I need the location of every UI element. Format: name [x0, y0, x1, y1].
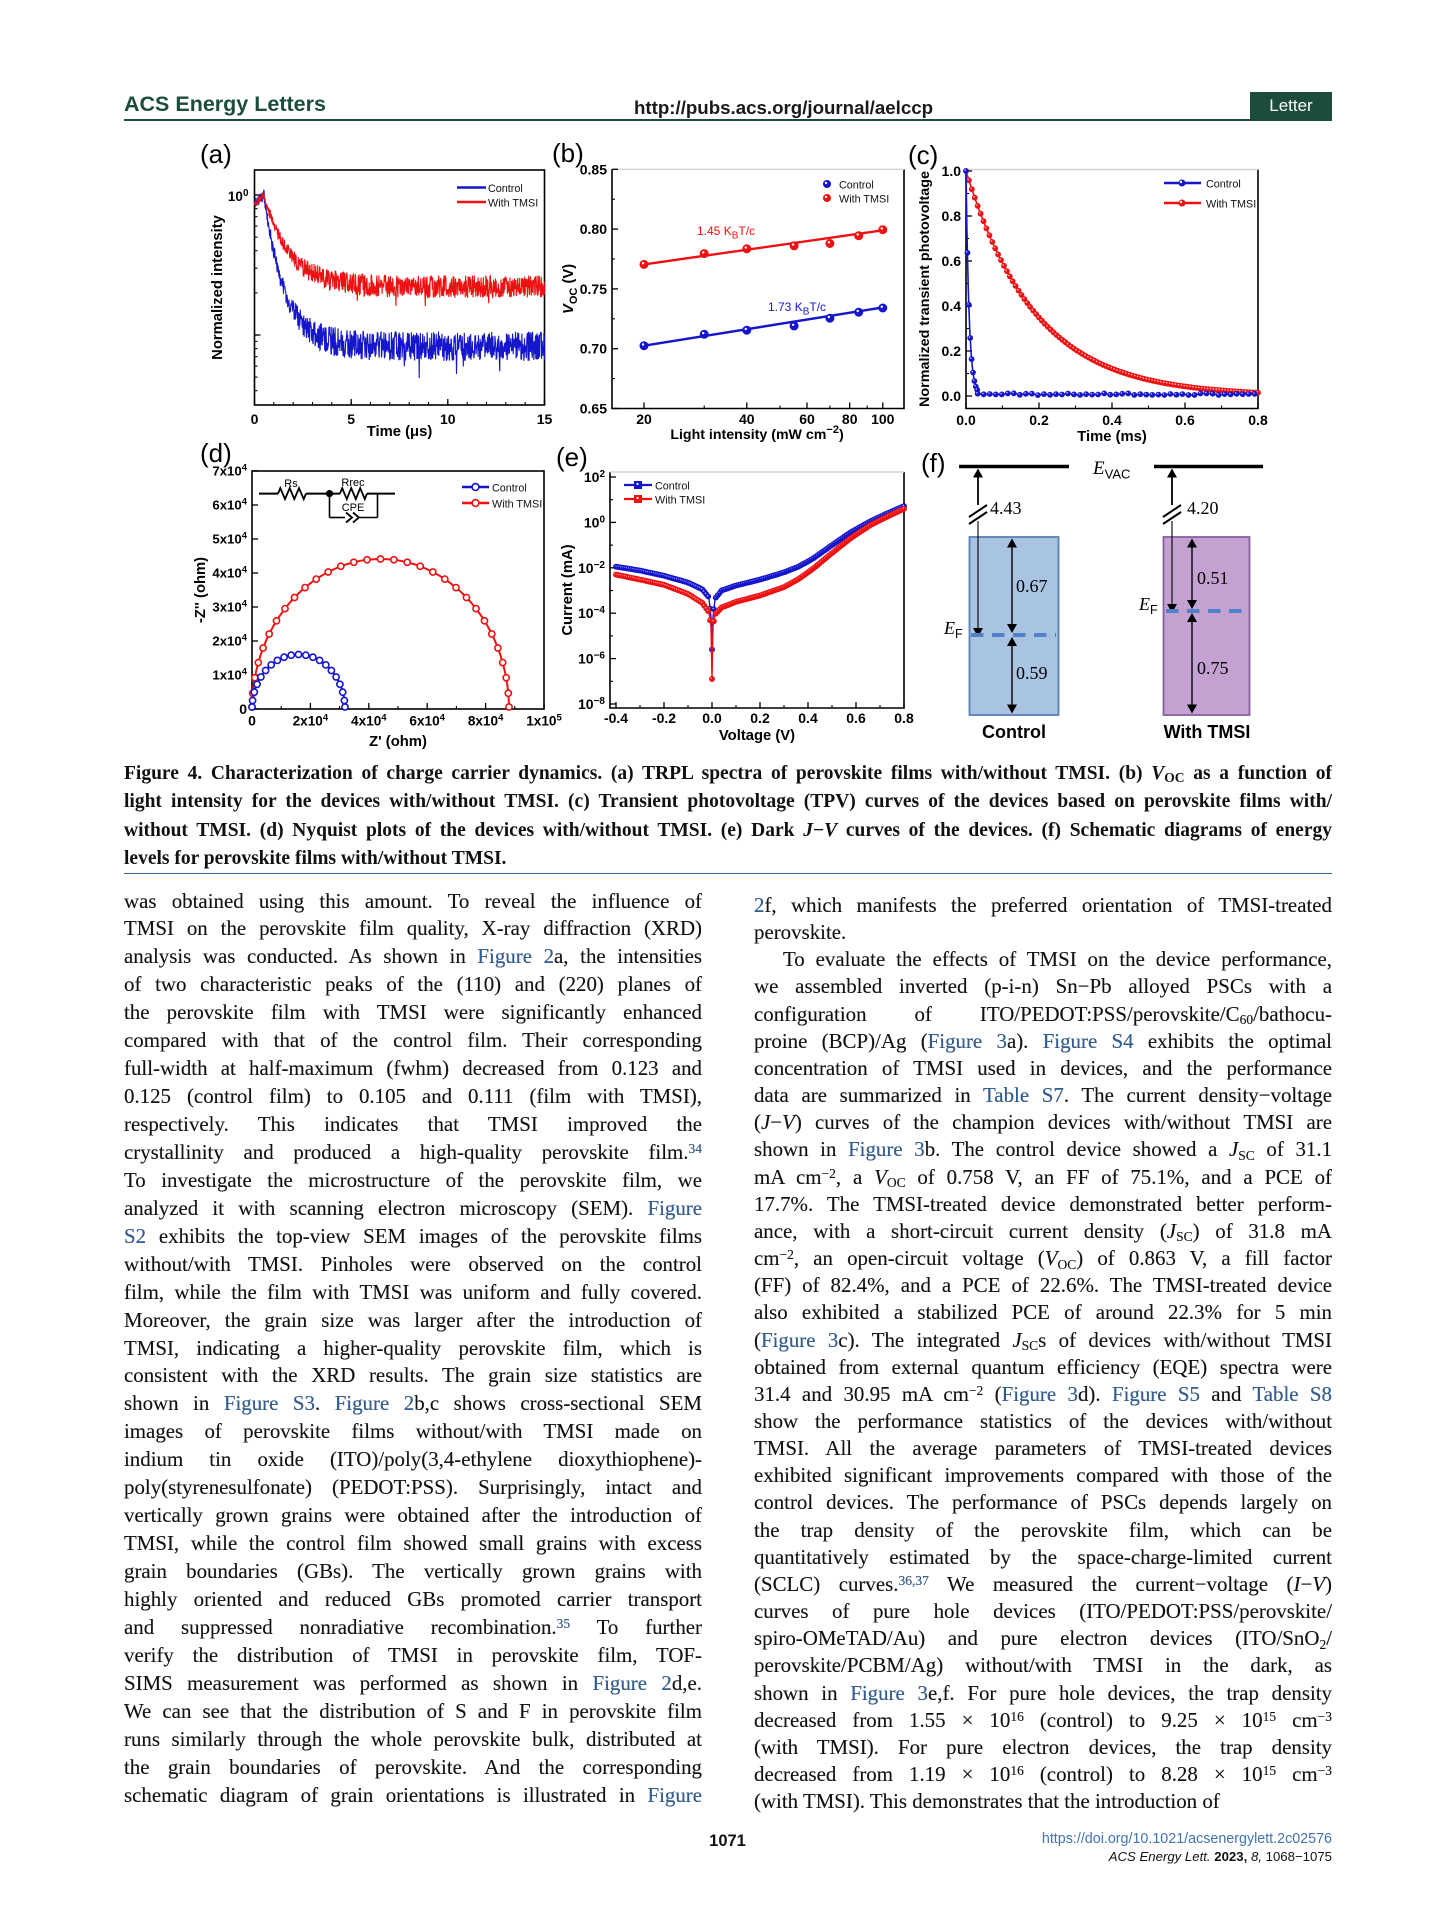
svg-text:0.2: 0.2: [942, 343, 962, 359]
svg-text:0.80: 0.80: [580, 221, 607, 237]
svg-text:8x104: 8x104: [468, 713, 504, 729]
svg-text:0.59: 0.59: [1016, 663, 1048, 683]
svg-text:40: 40: [739, 411, 755, 427]
svg-text:102: 102: [584, 469, 606, 485]
svg-text:5x104: 5x104: [212, 531, 247, 547]
svg-text:With TMSI: With TMSI: [1164, 722, 1251, 742]
svg-text:With TMSI: With TMSI: [655, 495, 705, 507]
svg-text:Z' (ohm): Z' (ohm): [369, 734, 427, 750]
svg-text:1x105: 1x105: [526, 713, 562, 729]
svg-text:0.2: 0.2: [1029, 412, 1049, 428]
svg-text:With TMSI: With TMSI: [839, 194, 889, 206]
svg-text:(b): (b): [552, 138, 584, 168]
svg-text:6x104: 6x104: [212, 497, 247, 513]
svg-text:60: 60: [799, 411, 815, 427]
svg-text:2x104: 2x104: [293, 713, 329, 729]
svg-text:Control: Control: [492, 483, 527, 495]
svg-text:5: 5: [347, 411, 355, 427]
svg-text:0.65: 0.65: [580, 401, 607, 417]
svg-text:7x104: 7x104: [212, 463, 247, 479]
svg-text:0.4: 0.4: [798, 710, 818, 726]
svg-text:With TMSI: With TMSI: [488, 198, 538, 210]
svg-text:20: 20: [636, 411, 652, 427]
svg-text:0.8: 0.8: [942, 208, 962, 224]
svg-text:0: 0: [251, 411, 259, 427]
svg-text:Control: Control: [1206, 179, 1241, 191]
svg-text:1x104: 1x104: [212, 667, 247, 683]
svg-text:1.45 KBT/c: 1.45 KBT/c: [697, 224, 755, 242]
svg-text:0.75: 0.75: [1197, 658, 1229, 678]
svg-text:100: 100: [871, 411, 895, 427]
svg-text:With TMSI: With TMSI: [1206, 199, 1256, 211]
svg-text:100: 100: [228, 188, 249, 204]
svg-text:EVAC: EVAC: [1092, 458, 1130, 482]
svg-text:0.75: 0.75: [580, 281, 607, 297]
svg-text:Time (ms): Time (ms): [1077, 429, 1147, 445]
svg-text:0: 0: [239, 701, 247, 717]
svg-text:4.20: 4.20: [1187, 498, 1219, 518]
svg-text:10−8: 10−8: [578, 696, 605, 712]
svg-text:0.8: 0.8: [894, 710, 914, 726]
svg-text:10: 10: [440, 411, 456, 427]
svg-text:VOC (V): VOC (V): [561, 264, 580, 314]
svg-text:EF: EF: [1138, 594, 1158, 617]
svg-text:0.0: 0.0: [956, 412, 976, 428]
svg-text:1.0: 1.0: [942, 163, 962, 179]
svg-text:0.8: 0.8: [1248, 412, 1268, 428]
svg-text:2x104: 2x104: [212, 633, 247, 649]
svg-text:4x104: 4x104: [212, 565, 247, 581]
svg-text:0.85: 0.85: [580, 161, 607, 177]
svg-text:Control: Control: [655, 481, 690, 493]
svg-text:4x104: 4x104: [351, 713, 387, 729]
svg-text:0.2: 0.2: [750, 710, 770, 726]
svg-text:Light intensity (mW cm−2): Light intensity (mW cm−2): [670, 424, 844, 443]
svg-text:Voltage (V): Voltage (V): [719, 728, 795, 744]
svg-text:0.6: 0.6: [846, 710, 866, 726]
svg-text:0.4: 0.4: [942, 298, 962, 314]
svg-text:Control: Control: [839, 180, 874, 192]
svg-text:Normalized intensity: Normalized intensity: [210, 214, 226, 359]
svg-text:0.70: 0.70: [580, 341, 607, 357]
svg-text:(e): (e): [556, 442, 588, 472]
svg-text:0.6: 0.6: [942, 253, 962, 269]
svg-text:15: 15: [537, 411, 553, 427]
svg-text:Control: Control: [982, 722, 1046, 742]
svg-text:1.73 KBT/c: 1.73 KBT/c: [768, 300, 826, 318]
svg-text:0.4: 0.4: [1102, 412, 1122, 428]
svg-text:0.6: 0.6: [1175, 412, 1195, 428]
svg-text:0.67: 0.67: [1016, 576, 1048, 596]
svg-text:3x104: 3x104: [212, 599, 247, 615]
svg-text:-Z'' (ohm): -Z'' (ohm): [193, 557, 209, 623]
svg-text:(c): (c): [908, 140, 938, 170]
svg-text:(a): (a): [200, 139, 232, 169]
svg-text:0.0: 0.0: [942, 388, 962, 404]
svg-text:EF: EF: [943, 618, 963, 641]
svg-text:-0.2: -0.2: [652, 710, 676, 726]
svg-text:(f): (f): [921, 448, 946, 478]
svg-text:0: 0: [248, 713, 256, 729]
svg-text:Control: Control: [488, 183, 523, 195]
svg-text:10−2: 10−2: [578, 560, 605, 576]
svg-text:6x104: 6x104: [409, 713, 445, 729]
svg-text:Current (mA): Current (mA): [560, 544, 576, 635]
svg-text:0.0: 0.0: [702, 710, 722, 726]
svg-text:0.51: 0.51: [1197, 568, 1229, 588]
svg-text:Normalized transient photovolt: Normalized transient photovoltage: [917, 171, 932, 407]
svg-text:Time (μs): Time (μs): [367, 424, 433, 440]
svg-text:Rrec: Rrec: [341, 477, 365, 489]
svg-text:10−6: 10−6: [578, 651, 605, 667]
svg-text:(d): (d): [200, 438, 232, 468]
svg-text:Rs: Rs: [284, 478, 298, 490]
svg-text:CPE: CPE: [342, 502, 365, 514]
svg-text:4.43: 4.43: [990, 498, 1022, 518]
svg-text:80: 80: [842, 411, 858, 427]
svg-text:-0.4: -0.4: [604, 710, 628, 726]
svg-text:10−4: 10−4: [578, 605, 605, 621]
svg-text:With TMSI: With TMSI: [492, 499, 542, 511]
svg-text:100: 100: [584, 514, 606, 530]
